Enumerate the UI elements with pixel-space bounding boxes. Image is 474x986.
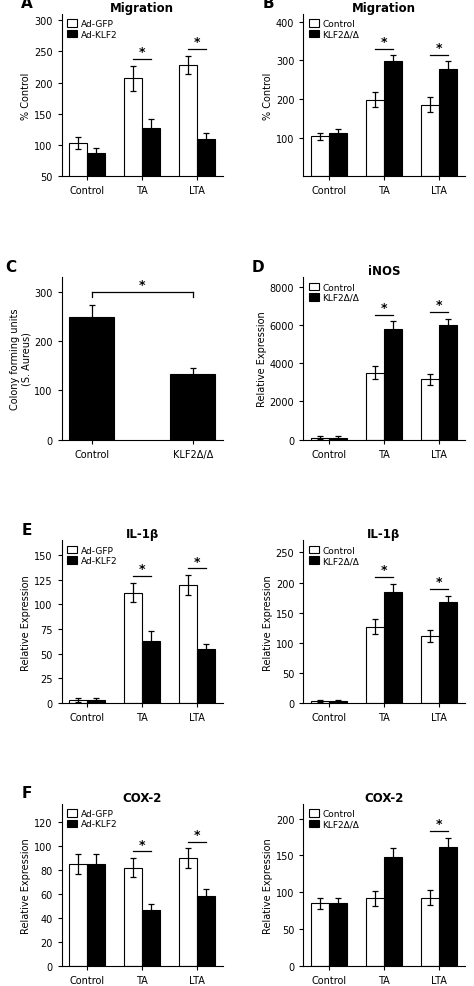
Bar: [329, 134, 347, 177]
Text: *: *: [139, 46, 146, 59]
Bar: [69, 318, 114, 440]
Bar: [439, 847, 457, 966]
Bar: [310, 701, 329, 703]
Y-axis label: Colony forming units
(S. Aureus): Colony forming units (S. Aureus): [9, 309, 31, 410]
Legend: Control, KLF2Δ/Δ: Control, KLF2Δ/Δ: [308, 20, 360, 40]
Y-axis label: Relative Expression: Relative Expression: [21, 574, 31, 669]
Text: *: *: [139, 278, 146, 291]
Bar: [384, 329, 402, 440]
Text: *: *: [381, 35, 387, 49]
Y-axis label: Relative Expression: Relative Expression: [21, 837, 31, 933]
Text: *: *: [436, 299, 442, 313]
Text: D: D: [252, 259, 264, 274]
Text: *: *: [381, 302, 387, 315]
Bar: [439, 602, 457, 703]
Bar: [179, 585, 197, 703]
Y-axis label: Relative Expression: Relative Expression: [263, 837, 273, 933]
Text: *: *: [139, 838, 146, 851]
Bar: [197, 649, 216, 703]
Text: *: *: [381, 564, 387, 577]
Bar: [366, 101, 384, 177]
Bar: [329, 439, 347, 440]
Legend: Ad-GFP, Ad-KLF2: Ad-GFP, Ad-KLF2: [66, 20, 118, 40]
Bar: [366, 627, 384, 703]
Bar: [421, 897, 439, 966]
Title: iNOS: iNOS: [368, 265, 400, 278]
Text: C: C: [5, 259, 16, 274]
Bar: [310, 137, 329, 177]
Legend: Ad-GFP, Ad-KLF2: Ad-GFP, Ad-KLF2: [66, 545, 118, 567]
Bar: [142, 910, 160, 966]
Bar: [366, 374, 384, 440]
Bar: [142, 129, 160, 208]
Text: *: *: [436, 576, 442, 589]
Bar: [179, 66, 197, 208]
Title: IL-1β: IL-1β: [367, 528, 401, 541]
Text: *: *: [194, 555, 201, 568]
Title: IL-1β: IL-1β: [126, 528, 159, 541]
Bar: [384, 62, 402, 177]
Bar: [69, 700, 87, 703]
Bar: [329, 701, 347, 703]
Bar: [366, 898, 384, 966]
Legend: Control, KLF2Δ/Δ: Control, KLF2Δ/Δ: [308, 809, 360, 829]
Text: F: F: [21, 786, 32, 801]
Text: B: B: [263, 0, 275, 11]
Bar: [69, 144, 87, 208]
Bar: [124, 593, 142, 703]
Bar: [421, 636, 439, 703]
Text: A: A: [21, 0, 33, 11]
Bar: [87, 864, 105, 966]
Legend: Control, KLF2Δ/Δ: Control, KLF2Δ/Δ: [308, 282, 360, 304]
Title: COX-2: COX-2: [364, 791, 404, 804]
Bar: [439, 70, 457, 177]
Bar: [170, 375, 216, 440]
Bar: [197, 896, 216, 966]
Text: *: *: [194, 36, 201, 49]
Legend: Control, KLF2Δ/Δ: Control, KLF2Δ/Δ: [308, 545, 360, 567]
Bar: [124, 79, 142, 208]
Text: E: E: [21, 523, 32, 537]
Bar: [124, 868, 142, 966]
Legend: Ad-GFP, Ad-KLF2: Ad-GFP, Ad-KLF2: [66, 809, 118, 829]
Bar: [197, 140, 216, 208]
Bar: [310, 439, 329, 440]
Bar: [384, 857, 402, 966]
Title: Migration: Migration: [110, 2, 174, 15]
Bar: [87, 154, 105, 208]
Bar: [329, 903, 347, 966]
Bar: [87, 700, 105, 703]
Bar: [384, 592, 402, 703]
Text: *: *: [436, 817, 442, 830]
Bar: [439, 325, 457, 440]
Bar: [69, 864, 87, 966]
Title: COX-2: COX-2: [122, 791, 162, 804]
Bar: [142, 641, 160, 703]
Title: Migration: Migration: [352, 2, 416, 15]
Bar: [310, 903, 329, 966]
Y-axis label: % Control: % Control: [263, 72, 273, 119]
Bar: [421, 106, 439, 177]
Text: *: *: [436, 41, 442, 54]
Bar: [421, 380, 439, 440]
Text: *: *: [139, 563, 146, 576]
Text: *: *: [194, 828, 201, 841]
Bar: [179, 858, 197, 966]
Y-axis label: Relative Expression: Relative Expression: [263, 574, 273, 669]
Y-axis label: Relative Expression: Relative Expression: [257, 312, 267, 407]
Y-axis label: % Control: % Control: [21, 72, 31, 119]
